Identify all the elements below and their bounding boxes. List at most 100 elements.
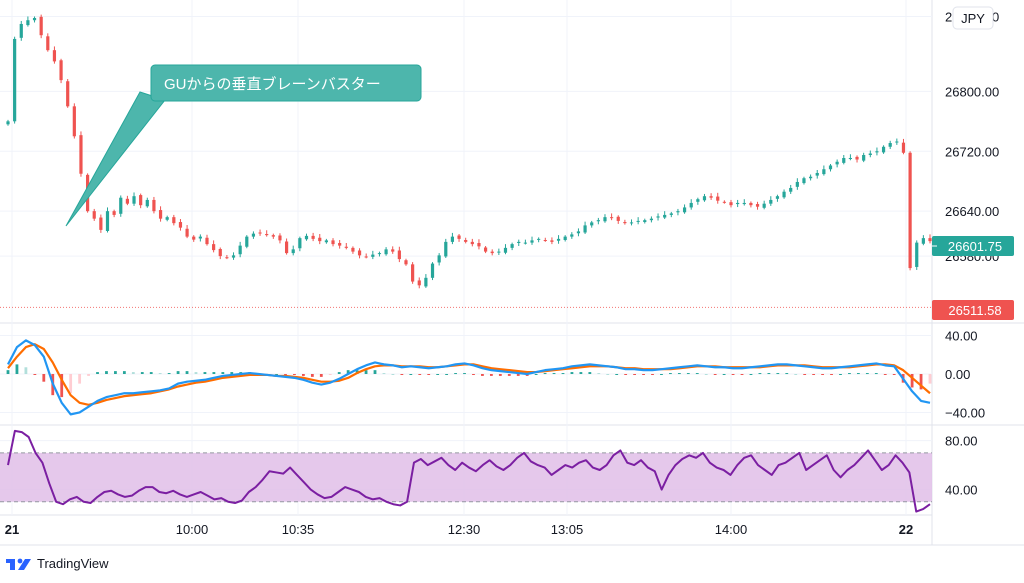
candle-body (245, 236, 249, 247)
macd-histogram-bar (463, 373, 466, 375)
macd-tick-label: −40.00 (945, 405, 985, 420)
macd-histogram-bar (158, 373, 162, 375)
macd-histogram-bar (704, 374, 708, 375)
macd-histogram-bar (767, 373, 771, 375)
tradingview-logo[interactable]: TradingView (6, 556, 109, 571)
candle-body (782, 191, 786, 198)
candle-body (809, 176, 813, 179)
candle-body (483, 247, 488, 252)
price-tick-label: 26800.00 (945, 84, 999, 99)
candle-body (112, 211, 116, 215)
candle-body (862, 155, 866, 161)
last-price-badge: 26601.75 (932, 236, 1014, 256)
macd-histogram-bar (382, 373, 386, 375)
candle-body (543, 240, 547, 242)
macd-histogram-bar (409, 374, 413, 375)
candle-body (762, 203, 766, 208)
candle-body (716, 196, 720, 201)
macd-histogram-bar (624, 374, 628, 375)
macd-histogram-bar (293, 374, 296, 375)
candle-body (437, 255, 441, 263)
macd-histogram-bar (874, 373, 878, 375)
macd-histogram-bar (642, 374, 645, 375)
rsi-line (7, 429, 931, 513)
currency-label: JPY (961, 11, 985, 26)
macd-histogram-bar (883, 374, 887, 375)
tradingview-wordmark: TradingView (37, 556, 109, 571)
macd-histogram-bar (328, 374, 332, 375)
candle-body (828, 165, 833, 170)
candle-body (623, 222, 627, 224)
annotation-callout[interactable]: GUからの垂直ブレーンバスター (65, 64, 422, 227)
candle-body (775, 196, 780, 199)
candle-body (284, 241, 289, 254)
candle-body (311, 235, 315, 239)
candle-body (835, 161, 839, 165)
macd-histogram-bar (105, 371, 108, 374)
macd-histogram-bar (131, 372, 135, 374)
candle-body (185, 228, 189, 237)
macd-histogram-bar (203, 372, 207, 374)
low-price-text: 26511.58 (948, 303, 1001, 318)
macd-histogram-bar (454, 373, 457, 375)
candle-body (875, 151, 879, 153)
macd-histogram-bar (758, 373, 762, 375)
time-tick-label: 22 (899, 522, 913, 537)
macd-histogram-bar (364, 370, 368, 374)
candle-body (238, 245, 242, 255)
candle-body (357, 250, 362, 256)
macd-histogram-bar (301, 374, 305, 376)
rsi-line (7, 429, 931, 513)
candle-body (848, 158, 853, 160)
candle-body (795, 181, 799, 187)
candle-body (550, 240, 554, 242)
candle-body (192, 236, 196, 240)
candle-body (802, 178, 806, 184)
macd-histogram-bar (122, 371, 126, 374)
macd-histogram-bar (910, 374, 914, 388)
candle-body (901, 142, 906, 153)
candle-body (537, 238, 541, 240)
macd-histogram-bar (481, 374, 484, 376)
macd-histogram-bar (60, 374, 64, 398)
macd-axis: 40.00 0.00 −40.00 (945, 329, 985, 421)
macd-histogram-bar (69, 374, 73, 394)
candle-body (470, 241, 474, 245)
macd-histogram-bar (543, 373, 547, 375)
candle-body (729, 202, 733, 206)
candle-body (895, 141, 899, 143)
macd-histogram-bar (803, 374, 807, 375)
candle-body (298, 238, 302, 249)
candle-body (218, 248, 222, 257)
candle-body (596, 220, 600, 222)
low-price-badge: 26511.58 (932, 300, 1014, 320)
candle-body (152, 199, 156, 212)
macd-histogram-bar (436, 374, 440, 375)
candle-body (815, 172, 819, 176)
macd-histogram-bar (6, 370, 10, 374)
candle-body (603, 217, 607, 222)
macd-lines (7, 339, 931, 416)
macd-histogram-bar (812, 374, 816, 375)
macd-histogram-bar (686, 373, 690, 375)
candle-body (205, 237, 209, 245)
candle-body (172, 217, 176, 224)
candle-body (656, 216, 660, 218)
time-axis[interactable]: 21 10:00 10:35 12:30 13:05 14:00 22 (5, 522, 913, 537)
price-tick-label: 26720.00 (945, 144, 999, 159)
macd-histogram-bar (606, 374, 610, 375)
macd-histogram-bar (275, 374, 278, 375)
rsi-tick-label: 80.00 (945, 434, 978, 449)
candle-body (291, 249, 295, 254)
currency-box[interactable] (952, 6, 994, 30)
candle-body (556, 238, 561, 241)
time-tick-label: 12:30 (448, 522, 481, 537)
candle-body (444, 241, 448, 257)
macd-histogram-bar (140, 372, 144, 374)
candle-body (66, 81, 70, 107)
candle-body (722, 201, 726, 203)
macd-histogram-bar (821, 374, 824, 375)
macd-histogram-bar (346, 370, 350, 374)
candle-body (158, 210, 163, 219)
